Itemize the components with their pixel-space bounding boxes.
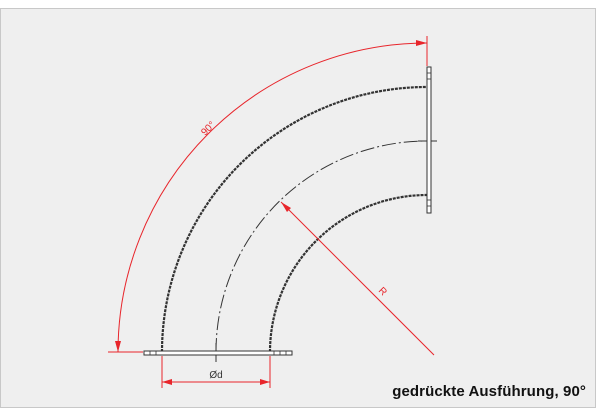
- diameter-label: Ød: [209, 370, 222, 381]
- right-flange: [427, 67, 431, 213]
- angle-label: 90°: [199, 120, 217, 138]
- bottom-flange: [144, 351, 292, 355]
- inner-arc: [270, 195, 427, 352]
- radius-label: R: [376, 285, 389, 298]
- radius-dimension: R: [281, 202, 434, 355]
- angle-dimension: 90°: [108, 36, 427, 352]
- drawing-caption: gedrückte Ausführung, 90°: [392, 383, 586, 400]
- center-line-arc: [216, 141, 427, 352]
